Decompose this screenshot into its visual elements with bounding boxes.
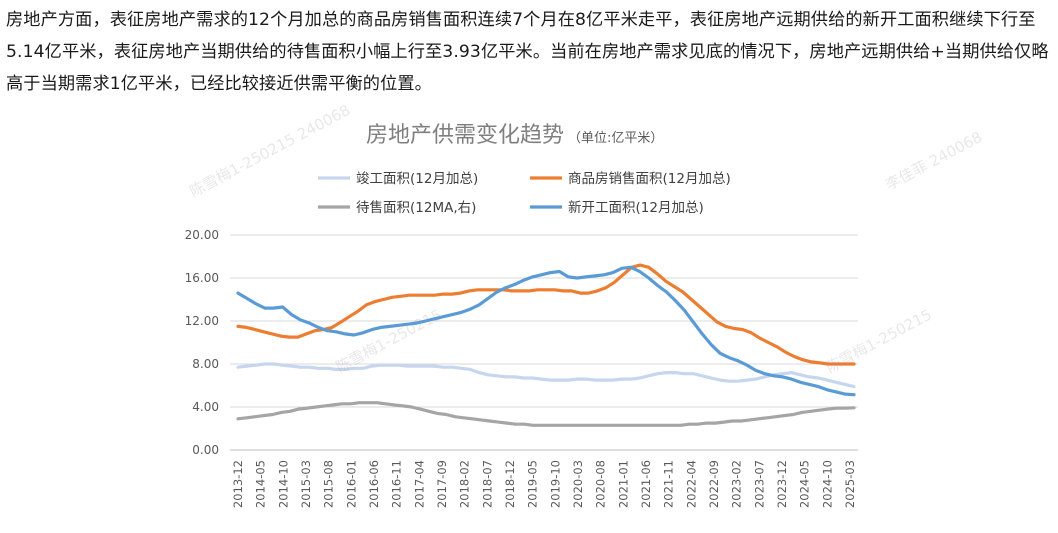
x-tick-label: 2017-04 <box>412 460 426 508</box>
chart-subtitle: （单位:亿平米） <box>568 131 663 146</box>
x-tick-label: 2014-10 <box>276 460 290 508</box>
x-tick-label: 2015-03 <box>299 460 313 508</box>
series-line <box>236 263 856 366</box>
x-tick-label: 2024-10 <box>820 460 834 508</box>
x-axis: 2013-12 2014-05 2014-10 2015-03 2015-08 2016-… <box>231 460 857 508</box>
y-tick-label: 12.00 <box>185 314 219 328</box>
x-tick-label: 2022-09 <box>707 460 721 508</box>
y-tick-label: 16.00 <box>185 271 219 285</box>
x-tick-label: 2025-03 <box>843 460 857 508</box>
x-tick-label: 2016-01 <box>344 460 358 508</box>
x-tick-label: 2016-06 <box>367 460 381 508</box>
x-tick-label: 2018-12 <box>503 460 517 508</box>
series-line <box>236 401 856 427</box>
x-tick-label: 2018-07 <box>480 460 494 508</box>
x-tick-label: 2019-10 <box>548 460 562 508</box>
x-tick-label: 2021-06 <box>639 460 653 508</box>
intro-paragraph: 房地产方面，表征房地产需求的12个月加总的商品房销售面积连续7个月在8亿平米走平… <box>6 10 1049 94</box>
series-line <box>236 265 856 397</box>
y-tick-label: 4.00 <box>192 400 219 414</box>
x-tick-label: 2023-07 <box>752 460 766 508</box>
x-tick-label: 2013-12 <box>231 460 245 508</box>
y-tick-label: 0.00 <box>192 443 219 457</box>
x-tick-label: 2023-12 <box>775 460 789 508</box>
legend-label: 待售面积(12MA,右) <box>356 200 476 216</box>
x-tick-label: 2020-08 <box>594 460 608 508</box>
x-tick-label: 2019-05 <box>526 460 540 508</box>
chart-svg: 房地产供需变化趋势 （单位:亿平米） 0.00 4.00 8.00 12.00 16.0… <box>185 123 858 508</box>
legend-label: 新开工面积(12月加总) <box>568 200 704 216</box>
x-tick-label: 2015-08 <box>322 460 336 508</box>
x-tick-label: 2023-02 <box>730 460 744 508</box>
y-tick-label: 20.00 <box>185 228 219 242</box>
watermark: 李佳菲 240068 <box>882 127 986 195</box>
x-tick-label: 2024-05 <box>798 460 812 508</box>
series-layer <box>236 263 856 427</box>
x-tick-label: 2022-04 <box>684 460 698 508</box>
x-tick-label: 2018-02 <box>458 460 472 508</box>
supply-demand-chart: 房地产供需变化趋势 （单位:亿平米） 0.00 4.00 8.00 12.00 16.0… <box>170 112 890 529</box>
legend: 竣工面积(12月加总) 商品房销售面积(12月加总) 待售面积(12MA,右) 新开工… <box>318 171 731 216</box>
chart-title: 房地产供需变化趋势 <box>366 123 564 148</box>
y-tick-label: 8.00 <box>192 357 219 371</box>
x-tick-label: 2016-11 <box>390 460 404 508</box>
legend-label: 商品房销售面积(12月加总) <box>568 171 731 187</box>
series-line <box>236 362 856 389</box>
x-tick-label: 2021-11 <box>662 460 676 508</box>
x-tick-label: 2020-03 <box>571 460 585 508</box>
x-tick-label: 2014-05 <box>254 460 268 508</box>
grid-lines <box>230 234 858 451</box>
x-tick-label: 2021-01 <box>616 460 630 508</box>
legend-label: 竣工面积(12月加总) <box>356 171 478 187</box>
y-axis: 0.00 4.00 8.00 12.00 16.00 20.00 <box>185 228 219 457</box>
x-tick-label: 2017-09 <box>435 460 449 508</box>
